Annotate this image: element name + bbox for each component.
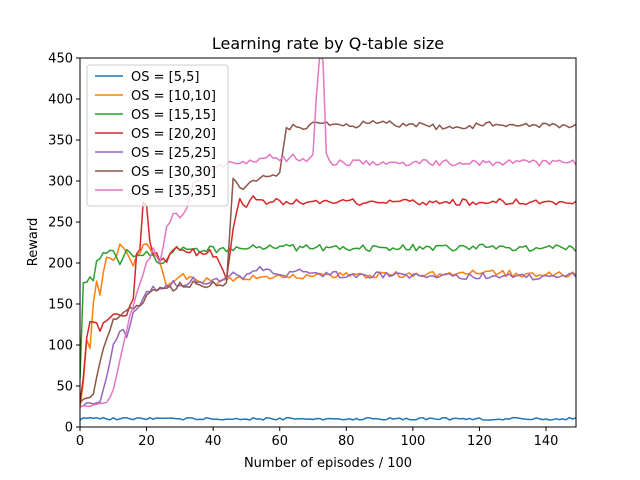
series-line — [80, 119, 576, 404]
x-axis: 0 20 40 60 80 100 120 140 — [76, 427, 559, 449]
legend-entry: OS = [10,10] — [131, 89, 216, 104]
legend-entry: OS = [5,5] — [131, 70, 199, 85]
y-tick-label: 50 — [56, 380, 73, 395]
x-tick-label: 140 — [534, 434, 559, 449]
legend: OS = [5,5] OS = [10,10] OS = [15,15] OS = [… — [86, 64, 229, 207]
y-tick-label: 350 — [48, 134, 73, 149]
x-tick-label: 40 — [205, 434, 222, 449]
series-layer — [80, 58, 576, 421]
series-line — [80, 195, 576, 404]
series-line — [80, 416, 576, 421]
legend-entry: OS = [35,35] — [131, 184, 216, 199]
legend-entry: OS = [30,30] — [131, 165, 216, 180]
y-tick-label: 100 — [48, 339, 73, 354]
x-axis-label: Number of episodes / 100 — [244, 456, 412, 471]
x-tick-label: 80 — [338, 434, 355, 449]
x-tick-label: 20 — [138, 434, 155, 449]
x-tick-label: 0 — [76, 434, 84, 449]
y-tick-label: 400 — [48, 93, 73, 108]
y-tick-label: 0 — [65, 421, 73, 436]
x-tick-label: 100 — [400, 434, 425, 449]
y-tick-label: 250 — [48, 216, 73, 231]
y-axis-label: Reward — [26, 218, 41, 266]
x-tick-label: 60 — [271, 434, 288, 449]
legend-entry: OS = [20,20] — [131, 127, 216, 142]
y-tick-label: 200 — [48, 257, 73, 272]
legend-entry: OS = [25,25] — [131, 146, 216, 161]
chart-title: Learning rate by Q-table size — [212, 34, 444, 53]
y-tick-label: 300 — [48, 175, 73, 190]
legend-entry: OS = [15,15] — [131, 108, 216, 123]
y-tick-label: 450 — [48, 52, 73, 67]
x-tick-label: 120 — [467, 434, 492, 449]
plot-frame — [79, 57, 577, 428]
y-axis: 0 50 100 150 200 250 300 350 400 450 — [48, 52, 80, 436]
series-line — [80, 243, 576, 379]
y-tick-label: 150 — [48, 298, 73, 313]
series-line — [80, 58, 576, 408]
